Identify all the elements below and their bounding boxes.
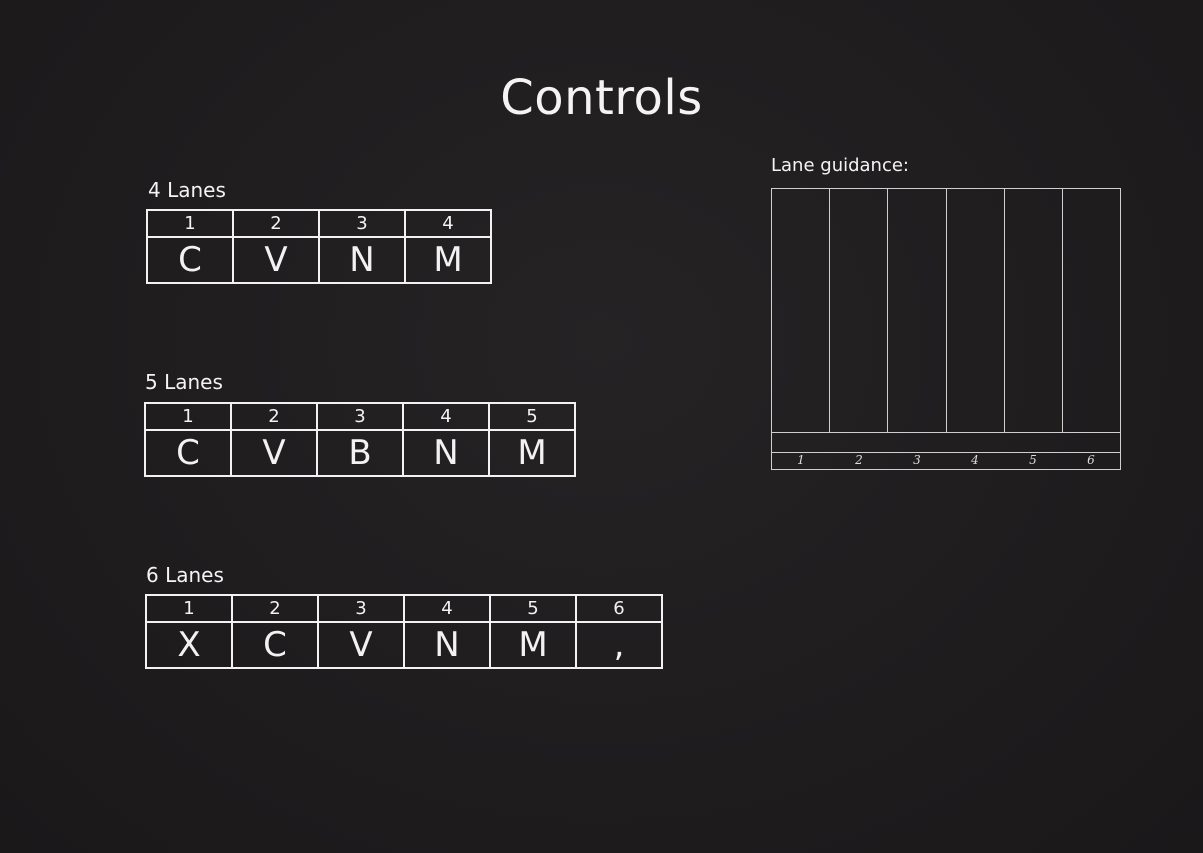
lane-key: N bbox=[403, 621, 491, 669]
lane-key: V bbox=[232, 236, 320, 284]
lane-key: M bbox=[404, 236, 492, 284]
lane-key: , bbox=[575, 621, 663, 669]
lane-key: V bbox=[317, 621, 405, 669]
lane-number: 1 bbox=[146, 209, 234, 238]
lane-column bbox=[947, 189, 1005, 432]
four-lanes-key-table: 1 2 3 4 C V N M bbox=[146, 209, 492, 284]
lane-number: 1 bbox=[144, 402, 232, 431]
five-lanes-key-table: 1 2 3 4 5 C V B N M bbox=[144, 402, 576, 477]
lane-key: N bbox=[402, 429, 490, 477]
lane-key: C bbox=[146, 236, 234, 284]
lane-column bbox=[830, 189, 889, 432]
lane-number: 4 bbox=[403, 594, 491, 623]
guide-lane-number: 5 bbox=[1029, 453, 1037, 467]
lane-number: 4 bbox=[402, 402, 490, 431]
lane-number: 1 bbox=[145, 594, 233, 623]
lane-number: 5 bbox=[488, 402, 576, 431]
lane-number: 3 bbox=[317, 594, 405, 623]
lane-number: 3 bbox=[316, 402, 404, 431]
guide-lane-number: 4 bbox=[971, 453, 979, 467]
lane-key: N bbox=[318, 236, 406, 284]
lane-columns bbox=[772, 189, 1120, 432]
lane-number: 4 bbox=[404, 209, 492, 238]
lane-column bbox=[772, 189, 831, 432]
lane-number: 5 bbox=[489, 594, 577, 623]
lane-key: M bbox=[488, 429, 576, 477]
lane-key: M bbox=[489, 621, 577, 669]
lane-column bbox=[1063, 189, 1120, 432]
lane-number: 2 bbox=[230, 402, 318, 431]
lane-number: 2 bbox=[232, 209, 320, 238]
lane-key: C bbox=[231, 621, 319, 669]
lane-key: B bbox=[316, 429, 404, 477]
guide-lane-number: 2 bbox=[855, 453, 863, 467]
guide-lane-number: 1 bbox=[797, 453, 805, 467]
page-title: Controls bbox=[500, 70, 703, 126]
lane-column bbox=[888, 189, 947, 432]
six-lanes-label: 6 Lanes bbox=[146, 563, 224, 587]
lane-column bbox=[1005, 189, 1063, 432]
lane-number: 2 bbox=[231, 594, 319, 623]
hit-line-bar bbox=[772, 432, 1120, 453]
lane-key: V bbox=[230, 429, 318, 477]
guide-lane-number: 3 bbox=[913, 453, 921, 467]
lane-number: 3 bbox=[318, 209, 406, 238]
four-lanes-label: 4 Lanes bbox=[148, 178, 226, 202]
lane-key: X bbox=[145, 621, 233, 669]
lane-number: 6 bbox=[575, 594, 663, 623]
five-lanes-label: 5 Lanes bbox=[145, 370, 223, 394]
lane-guidance-diagram: 1 2 3 4 5 6 bbox=[771, 188, 1121, 470]
lane-guidance-label: Lane guidance: bbox=[771, 155, 909, 176]
lane-number-row: 1 2 3 4 5 6 bbox=[772, 452, 1120, 469]
lane-key: C bbox=[144, 429, 232, 477]
guide-lane-number: 6 bbox=[1087, 453, 1095, 467]
six-lanes-key-table: 1 2 3 4 5 6 X C V N M , bbox=[145, 594, 663, 669]
